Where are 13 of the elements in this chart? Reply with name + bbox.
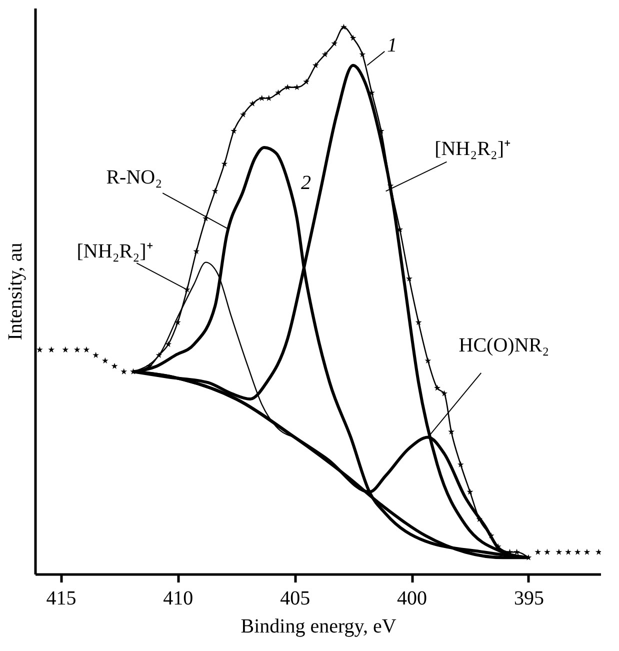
annotation: R-NO₂ bbox=[106, 166, 162, 188]
annotation: 2 bbox=[301, 172, 311, 194]
x-tick-label: 395 bbox=[514, 588, 544, 610]
x-tick-label: 405 bbox=[280, 588, 310, 610]
x-tick-label: 415 bbox=[46, 588, 76, 610]
annotation: HC(O)NR₂ bbox=[458, 334, 550, 356]
x-tick-label: 410 bbox=[163, 588, 194, 610]
annotation: [NH₂R₂]⁺ bbox=[434, 138, 512, 160]
annotation: 1 bbox=[387, 34, 398, 56]
annotation: [NH₂R₂]⁺ bbox=[76, 240, 154, 263]
x-tick-label: 400 bbox=[397, 588, 428, 610]
y-axis-title: Intensity, au bbox=[4, 242, 26, 340]
x-axis-title: Binding energy, eV bbox=[240, 616, 397, 638]
